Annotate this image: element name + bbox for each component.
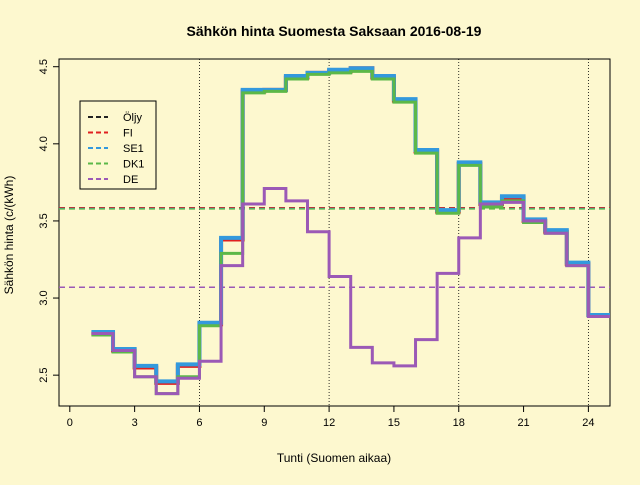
x-axis-label: Tunti (Suomen aikaa) [277, 451, 391, 465]
plot-area: 0 3 6 9 12 15 18 21 24 2.5 3.0 3.5 4.0 4.5 Öljy FI SE1 DK… [38, 58, 611, 429]
chart-title: Sähkön hinta Suomesta Saksaan 2016-08-19 [187, 23, 482, 39]
x-tick-label-6: 6 [196, 417, 202, 429]
x-tick-label-0: 0 [67, 417, 73, 429]
legend-label-se1: SE1 [123, 143, 144, 155]
y-tick-label-4.5: 4.5 [38, 59, 50, 74]
y-axis-label: Sähkön hinta (c/(kWh) [2, 176, 16, 295]
legend-label-öljy: Öljy [123, 112, 142, 124]
y-tick-label-4: 4.0 [38, 136, 50, 151]
y-tick-label-2.5: 2.5 [38, 368, 50, 383]
y-tick-label-3: 3.0 [38, 290, 50, 305]
x-tick-label-9: 9 [261, 417, 267, 429]
legend-label-fi: FI [123, 128, 133, 140]
x-tick-label-15: 15 [388, 417, 400, 429]
x-tick-label-21: 21 [517, 417, 529, 429]
x-tick-label-24: 24 [582, 417, 594, 429]
legend-label-dk1: DK1 [123, 159, 144, 171]
legend-label-de: DE [123, 174, 138, 186]
legend-box [79, 100, 157, 190]
series-line-de [91, 187, 610, 396]
x-tick-label-12: 12 [323, 417, 335, 429]
x-tick-label-3: 3 [132, 417, 138, 429]
x-tick-label-18: 18 [453, 417, 465, 429]
y-tick-label-3.5: 3.5 [38, 213, 50, 228]
plot-frame [58, 58, 611, 407]
